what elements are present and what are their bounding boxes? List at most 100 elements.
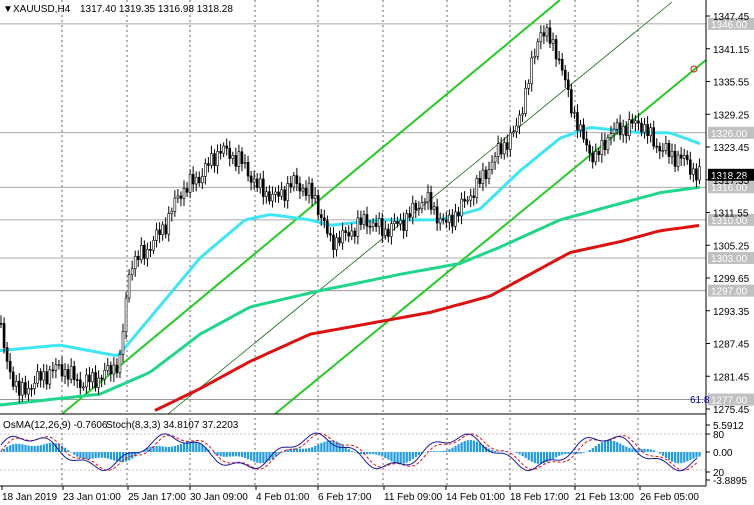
candle-body [11, 371, 15, 387]
osma-bar [82, 452, 85, 459]
price-level-tag [708, 168, 754, 181]
osma-bar [610, 440, 613, 452]
osma-bar [192, 441, 195, 452]
candle-body [130, 268, 134, 275]
osma-bar [430, 451, 433, 452]
candle-body [390, 223, 393, 237]
candle-body [472, 195, 476, 198]
candle-body [493, 156, 497, 163]
candle-body [496, 143, 500, 157]
price-axis-label: 1287.45 [713, 340, 750, 351]
candle-body [88, 374, 91, 383]
trendline-anchor-icon[interactable] [690, 65, 698, 73]
osma-bar [161, 446, 164, 452]
osma-bar [323, 441, 326, 452]
candle-body [210, 153, 213, 166]
candle-body [106, 365, 110, 371]
candle-body [197, 176, 201, 184]
osma-bar [405, 452, 408, 463]
osma-bar [308, 448, 311, 452]
candle-body [176, 195, 180, 199]
osma-bar [411, 452, 414, 460]
osma-bar [311, 447, 314, 452]
osma-bar [195, 442, 198, 452]
candle-body [444, 219, 448, 223]
osma-bar [164, 446, 167, 452]
candle-body [585, 138, 588, 146]
candle-body [45, 371, 49, 385]
candle-body [265, 191, 268, 197]
candle-body [60, 364, 64, 377]
candle-body [243, 162, 247, 164]
osma-bar [256, 452, 259, 463]
candle-body [91, 372, 94, 383]
osma-bar [15, 443, 18, 452]
candle-body [588, 144, 591, 154]
price-axis-label: 1323.45 [713, 143, 750, 154]
osma-bar [515, 452, 518, 454]
price-axis-label: 1341.15 [713, 45, 750, 56]
candle-body [219, 151, 222, 154]
osma-bar [216, 452, 219, 456]
osma-bar [680, 452, 683, 464]
chevron-down-icon[interactable]: ▼ [3, 4, 13, 15]
candle-body [374, 222, 378, 227]
candle-body [319, 214, 323, 219]
candle-body [692, 168, 695, 175]
candle-body [332, 234, 335, 250]
time-axis-label: 21 Feb 13:00 [575, 492, 634, 503]
osma-bar [689, 452, 692, 460]
price-level-tag-label: 1316.00 [711, 183, 748, 194]
price-axis-label: 1293.35 [713, 307, 750, 318]
osma-bar [463, 441, 466, 452]
osma-bar [320, 443, 323, 452]
osma-bar [664, 452, 668, 458]
candle-body [149, 249, 152, 251]
indicator-axis-label: 0.00 [713, 448, 733, 459]
candle-body [521, 113, 524, 116]
osma-bar [539, 452, 543, 464]
candle-body [194, 176, 198, 185]
candle-body [399, 220, 402, 225]
osma-bar [3, 448, 6, 452]
osma-bar [433, 451, 436, 452]
candle-body [271, 194, 274, 202]
osma-bar [128, 452, 131, 461]
osma-bar [387, 452, 390, 460]
candle-body [570, 89, 573, 114]
osma-bar [628, 447, 631, 452]
candle-body [560, 59, 564, 71]
osma-bar [378, 452, 381, 456]
osma-bar [51, 442, 55, 452]
osma-bar [341, 444, 344, 452]
candle-body [118, 354, 122, 374]
osma-bar [283, 450, 286, 452]
osma-bar [109, 452, 112, 460]
candle-body [66, 369, 70, 380]
horizontal-levels [0, 23, 706, 400]
candle-body [359, 217, 363, 225]
osma-bar [561, 452, 564, 455]
candle-body [350, 230, 354, 237]
candle-body [554, 39, 558, 60]
time-axis-label: 18 Feb 17:00 [510, 492, 569, 503]
candle-body [609, 133, 613, 138]
osma-bar [674, 452, 677, 463]
osma-bar [567, 452, 570, 454]
osma-bar [265, 452, 268, 463]
candle-body [652, 127, 656, 147]
osma-bar [329, 440, 332, 452]
time-axis-label: 4 Feb 01:00 [256, 492, 310, 503]
osma-bar [298, 448, 302, 452]
candle-body [478, 178, 482, 184]
candle-body [136, 255, 140, 261]
osma-bar [30, 445, 33, 452]
price-level-tag [708, 126, 754, 139]
candle-body [36, 371, 39, 384]
candle-body [627, 119, 631, 136]
osma-bar [39, 445, 42, 452]
osma-bar [686, 452, 689, 462]
candle-body [100, 377, 103, 380]
